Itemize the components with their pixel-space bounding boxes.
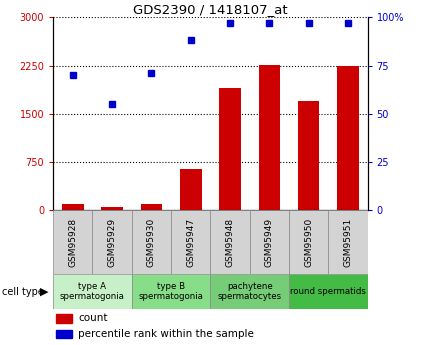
Bar xyxy=(210,210,249,274)
Text: GSM95928: GSM95928 xyxy=(68,218,77,267)
Text: GSM95929: GSM95929 xyxy=(108,218,116,267)
Text: cell type: cell type xyxy=(2,287,44,296)
Text: GSM95948: GSM95948 xyxy=(226,218,235,267)
Text: round spermatids: round spermatids xyxy=(290,287,366,296)
Text: GSM95930: GSM95930 xyxy=(147,218,156,267)
Text: ▶: ▶ xyxy=(40,287,49,296)
Bar xyxy=(289,274,368,309)
Text: type B
spermatogonia: type B spermatogonia xyxy=(139,282,204,301)
Bar xyxy=(56,330,72,338)
Text: count: count xyxy=(78,313,108,323)
Bar xyxy=(101,207,123,210)
Text: GSM95949: GSM95949 xyxy=(265,218,274,267)
Text: GSM95950: GSM95950 xyxy=(304,218,313,267)
Bar xyxy=(289,210,328,274)
Title: GDS2390 / 1418107_at: GDS2390 / 1418107_at xyxy=(133,3,288,16)
Bar xyxy=(141,204,162,210)
Text: percentile rank within the sample: percentile rank within the sample xyxy=(78,329,254,339)
Bar xyxy=(180,169,201,210)
Bar xyxy=(132,210,171,274)
Bar xyxy=(219,88,241,210)
Bar xyxy=(298,101,320,210)
Bar xyxy=(258,65,280,210)
Bar xyxy=(56,314,72,323)
Bar xyxy=(132,274,210,309)
Bar xyxy=(337,66,359,210)
Bar xyxy=(53,274,132,309)
Bar xyxy=(171,210,210,274)
Bar xyxy=(92,210,132,274)
Bar xyxy=(328,210,368,274)
Bar xyxy=(62,204,84,210)
Text: GSM95947: GSM95947 xyxy=(186,218,195,267)
Text: GSM95951: GSM95951 xyxy=(343,218,352,267)
Bar xyxy=(210,274,289,309)
Bar xyxy=(249,210,289,274)
Bar xyxy=(53,210,92,274)
Text: pachytene
spermatocytes: pachytene spermatocytes xyxy=(218,282,282,301)
Text: type A
spermatogonia: type A spermatogonia xyxy=(60,282,125,301)
